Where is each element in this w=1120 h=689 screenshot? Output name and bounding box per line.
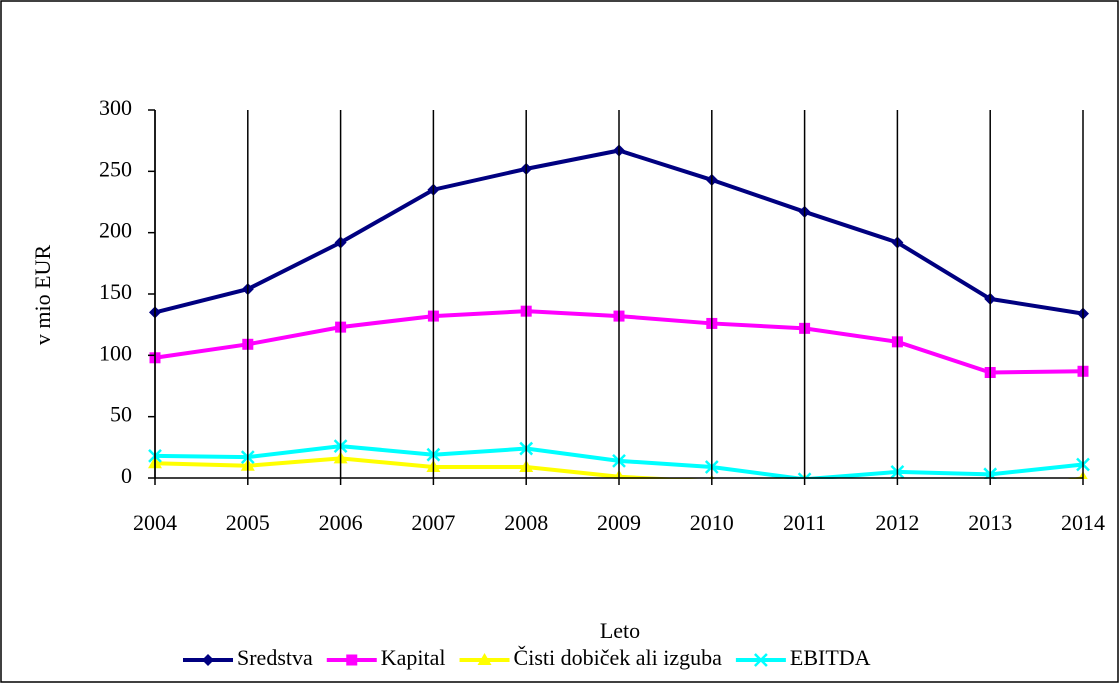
y-tick-label: 250 <box>99 156 132 181</box>
legend-label: Kapital <box>381 645 446 670</box>
y-tick-label: 0 <box>121 463 132 488</box>
marker <box>797 472 812 479</box>
x-tick-label: 2007 <box>411 510 455 535</box>
y-axis-label: v mio EUR <box>30 245 55 346</box>
legend-label: Sredstva <box>237 645 313 670</box>
x-tick-label: 2005 <box>226 510 270 535</box>
x-tick-label: 2011 <box>783 510 826 535</box>
legend-label: Čisti dobiček ali izguba <box>514 645 723 670</box>
y-tick-label: 300 <box>99 95 132 120</box>
y-tick-label: 100 <box>99 340 132 365</box>
marker <box>346 654 358 666</box>
marker <box>754 653 768 667</box>
x-tick-label: 2008 <box>504 510 548 535</box>
x-axis-label: Leto <box>600 618 640 643</box>
x-tick-label: 2013 <box>968 510 1012 535</box>
x-tick-label: 2009 <box>597 510 641 535</box>
x-tick-label: 2012 <box>875 510 919 535</box>
y-tick-label: 150 <box>99 279 132 304</box>
marker <box>477 653 492 665</box>
marker <box>202 654 214 666</box>
x-tick-label: 2004 <box>133 510 177 535</box>
y-tick-label: 50 <box>110 402 132 427</box>
x-tick-label: 2014 <box>1061 510 1105 535</box>
y-tick-label: 200 <box>99 218 132 243</box>
legend-label: EBITDA <box>790 645 871 670</box>
x-tick-label: 2010 <box>690 510 734 535</box>
x-tick-label: 2006 <box>319 510 363 535</box>
